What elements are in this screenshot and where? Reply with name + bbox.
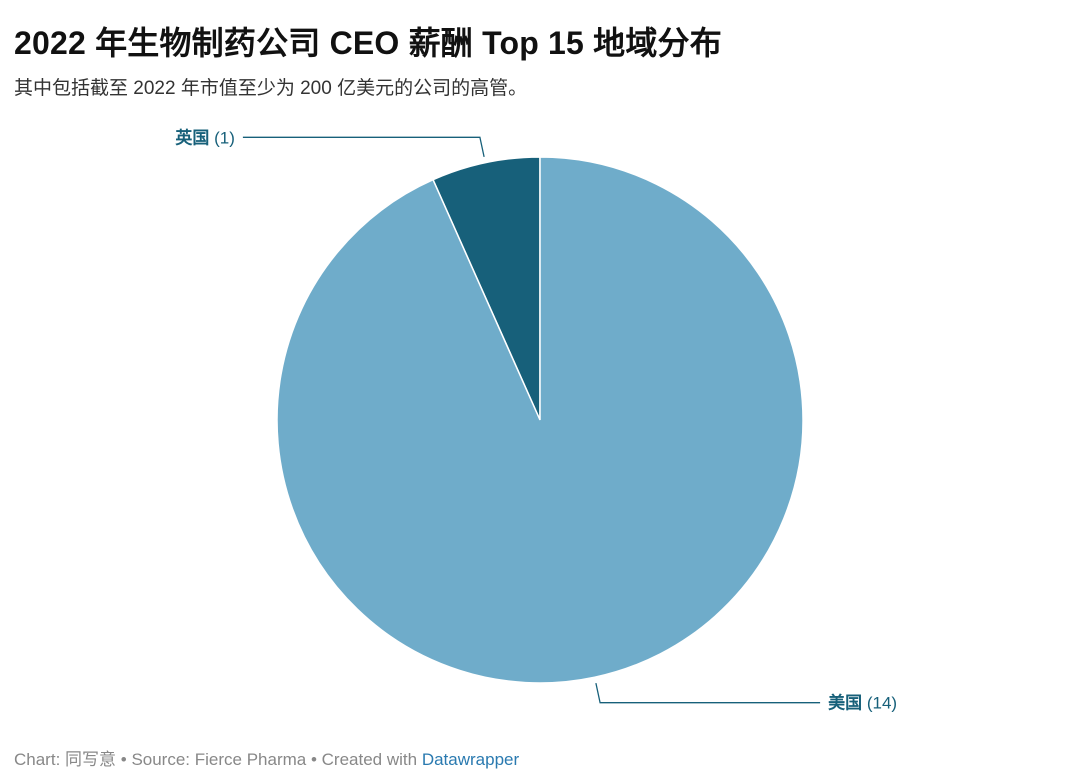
footer-separator: •: [306, 750, 322, 769]
chart-subtitle: 其中包括截至 2022 年市值至少为 200 亿美元的公司的高管。: [14, 78, 528, 99]
pie-slices: [276, 156, 804, 684]
chart-title: 2022 年生物制药公司 CEO 薪酬 Top 15 地域分布: [14, 25, 722, 61]
pie-slice-1: [276, 156, 804, 684]
pie-slice-0: [432, 156, 541, 421]
created-with-text: Created with: [321, 750, 422, 769]
slice-label-value-0: (1): [214, 128, 235, 147]
footer-separator: •: [116, 750, 132, 769]
datawrapper-link[interactable]: Datawrapper: [421, 750, 520, 769]
slice-labels: 英国 (1) 美国 (14): [175, 127, 897, 712]
slice-label-name-1: 美国: [828, 693, 867, 713]
label-leader-lines: [242, 136, 821, 704]
chart-credit: Chart: 同写意: [14, 750, 117, 769]
slice-label-0: 英国 (1): [175, 127, 235, 147]
slice-label-value-1: (14): [867, 694, 897, 713]
leader-line-1: [595, 682, 821, 704]
leader-line-0: [242, 136, 485, 158]
chart-footer: Chart: 同写意 • Source: Fierce Pharma • Cre…: [14, 745, 519, 770]
slice-label-name-0: 英国: [175, 127, 214, 147]
source-note: Source: Fierce Pharma: [131, 750, 307, 769]
slice-label-1: 美国 (14): [828, 693, 897, 713]
